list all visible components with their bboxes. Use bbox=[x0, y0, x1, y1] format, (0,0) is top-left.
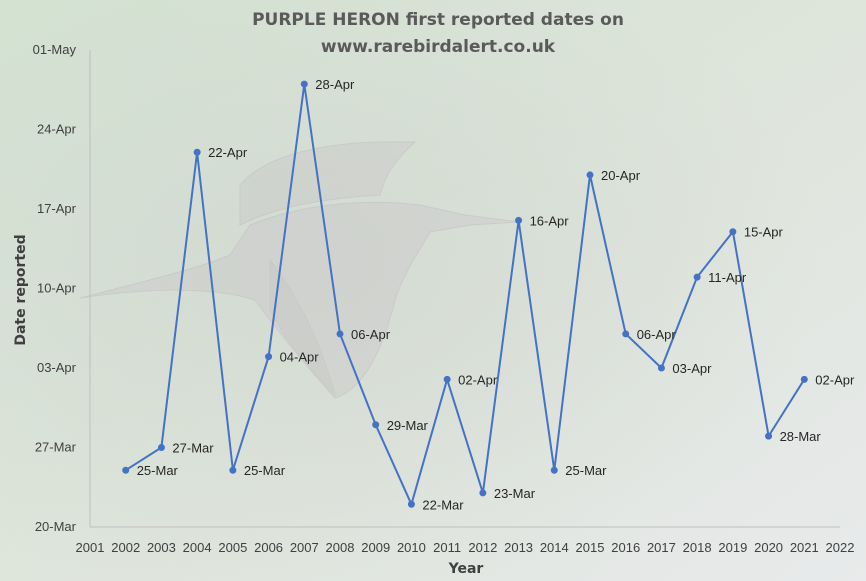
data-point bbox=[157, 444, 165, 451]
data-point bbox=[693, 273, 701, 281]
x-tick-label: 2005 bbox=[218, 540, 247, 555]
y-tick-label: 20-Mar bbox=[35, 519, 77, 534]
data-labels: 25-Mar 27-Mar 22-Apr 25-Mar 04-Apr 28-Apr 06-A… bbox=[137, 77, 855, 512]
x-tick-label: 2008 bbox=[326, 540, 355, 555]
x-tick-label: 2019 bbox=[718, 540, 747, 555]
x-axis-title: Year bbox=[448, 561, 484, 577]
data-point bbox=[800, 375, 808, 383]
data-point bbox=[443, 375, 451, 383]
x-tick-label: 2012 bbox=[468, 540, 497, 555]
data-point bbox=[193, 148, 201, 156]
x-tick-label: 2007 bbox=[290, 540, 319, 555]
x-tick-labels: 2001 2002 2003 2004 2005 2006 2007 2008 2009 2010… bbox=[76, 540, 855, 555]
data-label: 06-Apr bbox=[637, 327, 677, 342]
x-tick-label: 2006 bbox=[254, 540, 283, 555]
data-point bbox=[300, 80, 308, 88]
data-point bbox=[229, 466, 237, 474]
data-point bbox=[729, 228, 737, 236]
data-label: 06-Apr bbox=[351, 327, 391, 342]
x-tick-label: 2011 bbox=[433, 540, 461, 555]
series-line-group bbox=[125, 83, 806, 506]
x-tick-label: 2001 bbox=[76, 540, 105, 555]
x-tick-label: 2013 bbox=[504, 540, 533, 555]
data-point bbox=[372, 421, 380, 429]
data-label: 27-Mar bbox=[172, 441, 214, 456]
x-tick-label: 2016 bbox=[611, 540, 640, 555]
x-tick-label: 2018 bbox=[683, 540, 712, 555]
x-tick-label: 2003 bbox=[147, 540, 176, 555]
y-tick-label: 24-Apr bbox=[37, 122, 77, 137]
data-label: 28-Apr bbox=[315, 77, 355, 92]
data-point bbox=[622, 330, 630, 338]
data-label: 23-Mar bbox=[494, 486, 536, 501]
x-tick-label: 2020 bbox=[754, 540, 783, 555]
x-tick-label: 2014 bbox=[540, 540, 569, 555]
y-tick-label: 03-Apr bbox=[37, 360, 77, 375]
data-label: 29-Mar bbox=[387, 418, 429, 433]
x-tick-label: 2010 bbox=[397, 540, 426, 555]
data-label: 15-Apr bbox=[744, 225, 784, 240]
data-point bbox=[515, 216, 523, 224]
x-tick-label: 2017 bbox=[647, 540, 676, 555]
data-label: 02-Apr bbox=[815, 372, 855, 387]
x-tick-label: 2009 bbox=[361, 540, 390, 555]
chart-title-line-1: PURPLE HERON first reported dates on bbox=[252, 10, 624, 30]
x-tick-label: 2021 bbox=[790, 540, 819, 555]
data-label: 11-Apr bbox=[708, 270, 747, 285]
data-label: 03-Apr bbox=[672, 361, 712, 376]
data-label: 16-Apr bbox=[530, 213, 570, 228]
data-label: 20-Apr bbox=[601, 168, 641, 183]
data-point bbox=[657, 364, 665, 372]
data-point bbox=[765, 432, 773, 440]
data-point bbox=[550, 466, 558, 474]
series-line bbox=[125, 83, 806, 506]
data-point bbox=[407, 500, 415, 508]
data-point bbox=[479, 489, 487, 497]
data-label: 25-Mar bbox=[244, 463, 286, 478]
data-label: 22-Mar bbox=[422, 497, 464, 512]
y-tick-label: 27-Mar bbox=[35, 440, 77, 455]
x-tick-label: 2015 bbox=[576, 540, 605, 555]
x-tick-label: 2022 bbox=[826, 540, 855, 555]
data-point bbox=[122, 466, 130, 474]
data-label: 04-Apr bbox=[280, 350, 320, 365]
x-tick-label: 2002 bbox=[111, 540, 140, 555]
chart-title-line-2: www.rarebirdalert.co.uk bbox=[321, 37, 556, 57]
y-axis-title: Date reported bbox=[13, 234, 29, 345]
y-tick-label: 01-May bbox=[33, 42, 77, 57]
y-tick-label: 10-Apr bbox=[37, 281, 77, 296]
y-tick-label: 17-Apr bbox=[37, 201, 77, 216]
heron-background-image bbox=[79, 141, 521, 399]
data-label: 28-Mar bbox=[780, 429, 822, 444]
data-label: 22-Apr bbox=[208, 145, 248, 160]
data-point bbox=[265, 353, 273, 361]
x-tick-label: 2004 bbox=[183, 540, 212, 555]
data-label: 25-Mar bbox=[565, 463, 607, 478]
data-label: 25-Mar bbox=[137, 463, 179, 478]
data-points bbox=[122, 80, 808, 508]
data-label: 02-Apr bbox=[458, 372, 498, 387]
y-tick-labels: 20-Mar 27-Mar 03-Apr 10-Apr 17-Apr 24-Apr 01-M… bbox=[33, 42, 77, 534]
data-point bbox=[336, 330, 344, 338]
data-point bbox=[586, 171, 594, 179]
